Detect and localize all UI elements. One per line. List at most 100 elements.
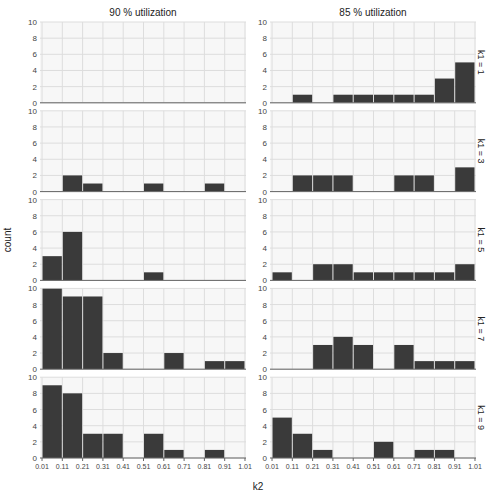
grid-line — [123, 22, 124, 103]
x-tick-label: 0.51 — [137, 463, 151, 470]
grid-line — [270, 280, 476, 281]
grid-line — [393, 22, 394, 103]
grid-line — [414, 288, 415, 369]
grid-line — [332, 200, 333, 281]
grid-line — [42, 288, 43, 369]
grid-line — [332, 288, 333, 369]
grid-line — [454, 288, 455, 369]
y-tick-label: 4 — [33, 422, 38, 431]
bar — [455, 62, 474, 102]
grid — [40, 288, 246, 369]
x-tick-label: 0.91 — [448, 463, 462, 470]
grid-line — [434, 111, 435, 192]
x-tick-label: 0.31 — [326, 463, 340, 470]
panel: 0246810k1 = 5 — [258, 196, 486, 286]
grid-line — [102, 377, 103, 458]
y-tick-label: 6 — [33, 228, 38, 237]
x-tick — [434, 458, 435, 461]
bar — [293, 175, 312, 191]
grid-line — [40, 38, 246, 39]
grid-line — [123, 377, 124, 458]
bar — [43, 385, 62, 458]
grid-line — [312, 22, 313, 103]
x-tick — [82, 458, 83, 461]
bar — [394, 95, 413, 103]
grid — [40, 200, 246, 281]
y-tick-label: 4 — [33, 244, 38, 253]
grid-line — [270, 38, 476, 39]
plot-background — [270, 22, 476, 103]
x-tick — [224, 458, 225, 461]
grid-line — [312, 288, 313, 369]
grid-line — [270, 336, 476, 337]
grid-line — [62, 22, 63, 103]
grid-line — [474, 111, 475, 192]
grid-line — [40, 70, 246, 71]
grid-line — [224, 377, 225, 458]
bar — [164, 353, 183, 369]
x-tick-label: 0.11 — [286, 463, 299, 470]
grid-line — [270, 377, 476, 378]
grid-line — [454, 200, 455, 281]
y-tick-label: 6 — [33, 406, 38, 415]
bar — [374, 95, 393, 103]
grid-line — [244, 288, 245, 369]
x-tick-label: 0.41 — [346, 463, 360, 470]
x-tick-label: 0.01 — [35, 463, 49, 470]
row-label: k1 = 7 — [476, 316, 486, 341]
x-axis-label: k2 — [253, 481, 264, 492]
grid-line — [40, 143, 246, 144]
y-tick-label: 4 — [263, 422, 268, 431]
x-tick-label: 1.01 — [468, 463, 482, 470]
grid-line — [40, 126, 246, 127]
y-tick-label: 4 — [263, 66, 268, 75]
x-tick — [393, 458, 394, 461]
grid-line — [474, 200, 475, 281]
y-tick-label: 8 — [33, 389, 38, 398]
grid-line — [204, 22, 205, 103]
bar — [394, 175, 413, 191]
y-tick-label: 4 — [33, 333, 38, 342]
panel: 0246810k1 = 7 — [258, 284, 486, 374]
y-tick-label: 6 — [33, 317, 38, 326]
plot-background — [40, 200, 246, 281]
bar — [144, 272, 163, 280]
grid-line — [40, 54, 246, 55]
grid-line — [373, 288, 374, 369]
grid-line — [270, 369, 476, 370]
grid — [270, 111, 476, 192]
bar — [63, 393, 82, 458]
bars — [293, 62, 475, 102]
grid-line — [434, 22, 435, 103]
bar — [435, 79, 454, 103]
grid-line — [270, 215, 476, 216]
grid-line — [270, 393, 476, 394]
bar — [144, 434, 163, 458]
bar — [415, 450, 434, 458]
y-tick-label: 0 — [263, 454, 268, 463]
x-tick — [123, 458, 124, 461]
grid-line — [82, 288, 83, 369]
bar — [205, 450, 224, 458]
grid-line — [270, 22, 476, 23]
plot-background — [270, 111, 476, 192]
x-tick-label: 0.81 — [428, 463, 442, 470]
bar — [394, 272, 413, 280]
y-tick-label: 8 — [263, 34, 268, 43]
grid-line — [474, 288, 475, 369]
bar — [273, 272, 292, 280]
y-tick-label: 8 — [263, 389, 268, 398]
bar — [83, 296, 102, 369]
bar — [394, 345, 413, 369]
y-tick-label: 10 — [258, 373, 267, 382]
bar — [273, 418, 292, 458]
grid-line — [224, 111, 225, 192]
x-axis-line — [40, 280, 246, 281]
x-tick-label: 1.01 — [238, 463, 252, 470]
grid — [270, 22, 476, 103]
grid-line — [224, 200, 225, 281]
grid — [270, 377, 476, 458]
y-tick-label: 10 — [28, 196, 37, 205]
x-axis-line — [40, 369, 246, 370]
grid-line — [292, 200, 293, 281]
